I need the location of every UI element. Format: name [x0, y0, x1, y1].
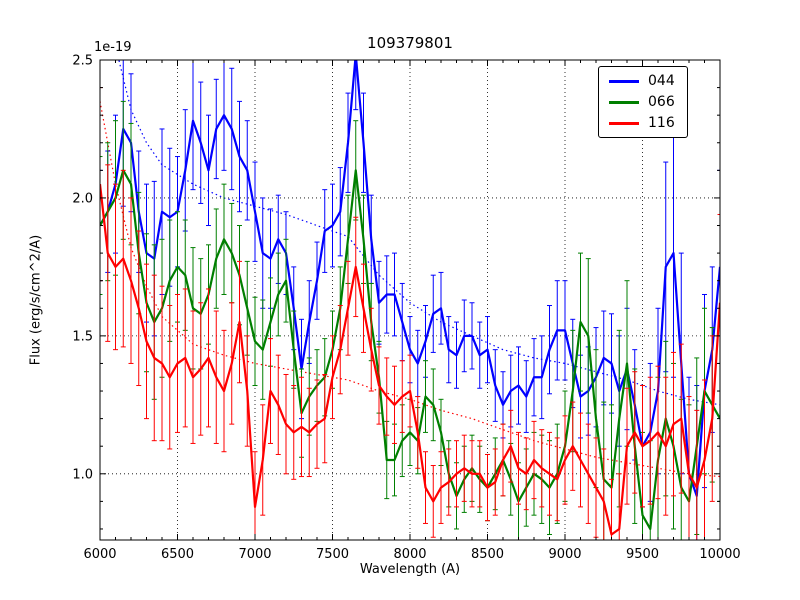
y-axis-offset-label: 1e-19 — [94, 40, 132, 55]
x-axis-label: Wavelength (A) — [359, 562, 461, 577]
legend-label: 044 — [648, 73, 675, 89]
x-tick-label: 6000 — [83, 547, 116, 562]
x-tick-label: 7000 — [238, 547, 271, 562]
x-tick-label: 8000 — [393, 547, 426, 562]
legend-item-066: 066 — [609, 95, 675, 109]
series-116 — [100, 87, 720, 540]
x-tick-label: 9500 — [626, 547, 659, 562]
legend-label: 066 — [648, 94, 675, 110]
x-tick-label: 7500 — [316, 547, 349, 562]
x-tick-label: 6500 — [161, 547, 194, 562]
line-044 — [100, 60, 720, 497]
y-tick-label: 1.5 — [72, 329, 93, 344]
legend-line-swatch — [609, 121, 639, 125]
axis-ticks — [99, 59, 721, 540]
legend-label: 116 — [648, 115, 675, 131]
chart-title: 109379801 — [367, 34, 453, 52]
x-tick-label: 9000 — [548, 547, 581, 562]
y-tick-label: 2.0 — [72, 191, 93, 206]
legend: 044 066 116 — [598, 66, 688, 138]
y-tick-label: 1.0 — [72, 467, 93, 482]
line-066 — [100, 169, 720, 531]
y-tick-label: 2.5 — [72, 54, 93, 69]
y-axis-label: Flux (erg/s/cm^2/A) — [28, 234, 44, 366]
x-tick-label: 10000 — [699, 547, 740, 562]
legend-line-swatch — [609, 79, 639, 83]
x-tick-label: 8500 — [471, 547, 504, 562]
legend-item-116: 116 — [609, 116, 675, 130]
legend-item-044: 044 — [609, 74, 675, 88]
tick-labels: 6000 6500 7000 7500 8000 8500 9000 9500 10000 1.0… — [72, 54, 740, 563]
line-116 — [100, 184, 720, 536]
legend-line-swatch — [609, 100, 639, 104]
